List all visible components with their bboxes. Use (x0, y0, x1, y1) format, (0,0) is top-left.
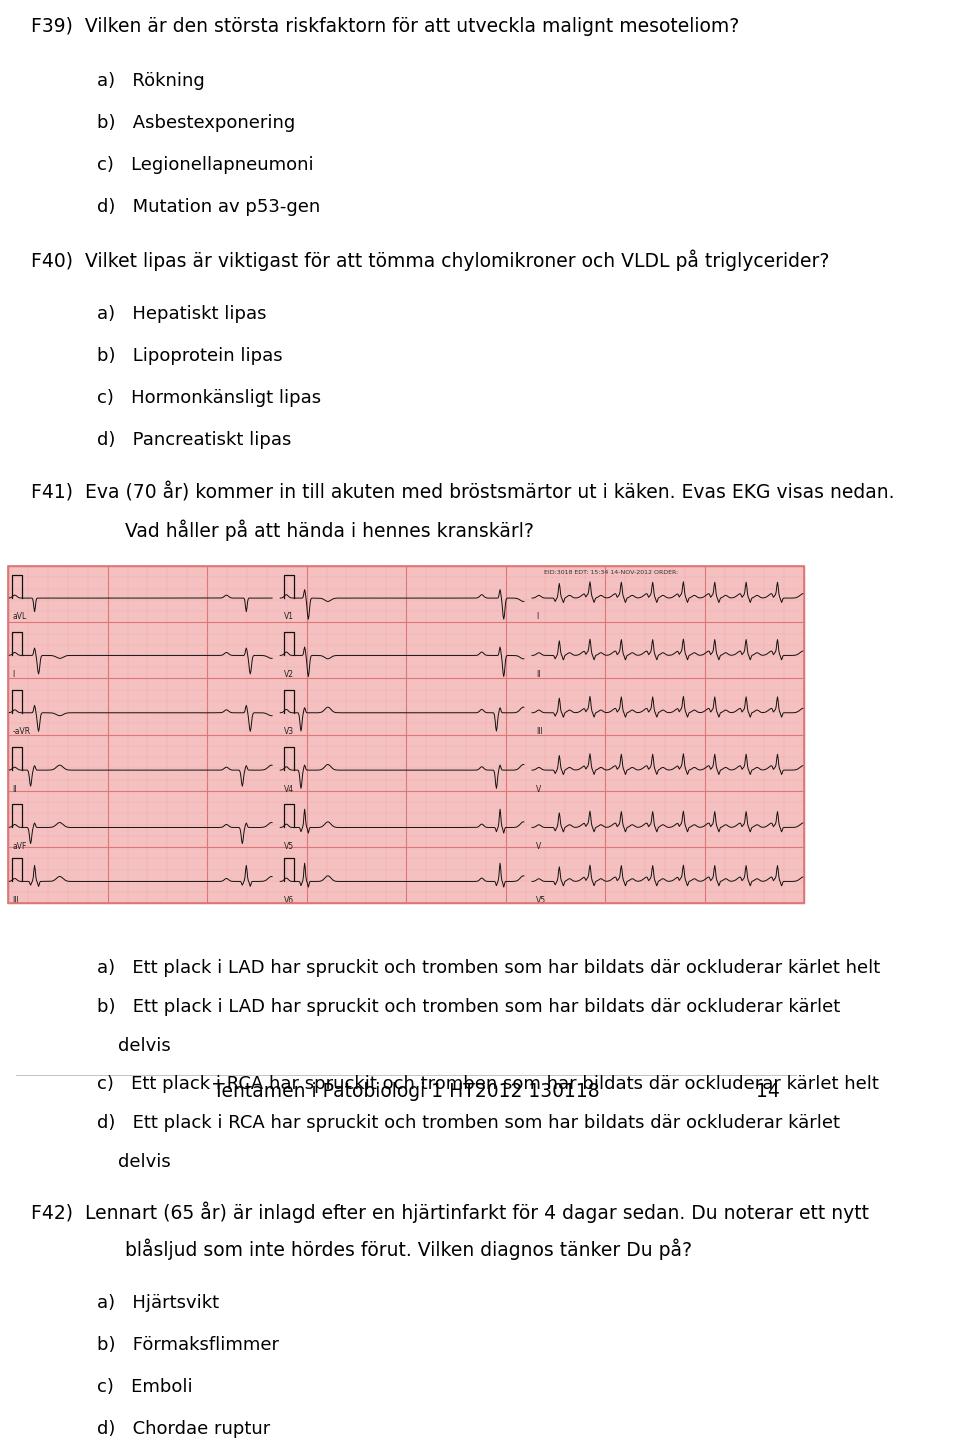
Text: d)   Chordae ruptur: d) Chordae ruptur (98, 1419, 271, 1438)
Text: V2: V2 (284, 670, 295, 679)
Bar (8, 567, 804, 903)
Text: V: V (536, 785, 541, 794)
Text: F41)  Eva (70 år) kommer in till akuten med bröstsmärtor ut i käken. Evas EKG vi: F41) Eva (70 år) kommer in till akuten m… (31, 482, 895, 502)
Text: 14: 14 (756, 1081, 780, 1100)
Text: V3: V3 (284, 728, 295, 736)
Text: c)   Hormonkänsligt lipas: c) Hormonkänsligt lipas (98, 388, 322, 407)
Text: V: V (536, 841, 541, 851)
Text: a)   Hjärtsvikt: a) Hjärtsvikt (98, 1294, 220, 1313)
Bar (8, 567, 804, 903)
Text: b)   Asbestexponering: b) Asbestexponering (98, 114, 296, 132)
Text: III: III (536, 728, 542, 736)
Text: delvis: delvis (118, 1153, 171, 1171)
Text: aVF: aVF (12, 841, 27, 851)
Text: b)   Lipoprotein lipas: b) Lipoprotein lipas (98, 347, 283, 365)
Text: a)   Hepatiskt lipas: a) Hepatiskt lipas (98, 305, 267, 324)
Text: c)   Legionellapneumoni: c) Legionellapneumoni (98, 155, 314, 174)
Text: I: I (12, 670, 14, 679)
Text: d)   Pancreatiskt lipas: d) Pancreatiskt lipas (98, 430, 292, 449)
Text: c)   Ett plack i RCA har spruckit och tromben som har bildats där ockluderar kär: c) Ett plack i RCA har spruckit och trom… (98, 1076, 879, 1093)
Text: V4: V4 (284, 785, 295, 794)
Text: delvis: delvis (118, 1037, 171, 1054)
Text: aVL: aVL (12, 613, 27, 621)
Text: I: I (536, 613, 539, 621)
Text: -aVR: -aVR (12, 728, 31, 736)
Text: V6: V6 (284, 896, 295, 905)
Text: c)   Emboli: c) Emboli (98, 1378, 193, 1396)
Text: V5: V5 (284, 841, 295, 851)
Text: Tentamen i Patobiologi 1 HT2012 130118: Tentamen i Patobiologi 1 HT2012 130118 (213, 1081, 599, 1100)
Text: d)   Ett plack i RCA har spruckit och tromben som har bildats där ockluderar kär: d) Ett plack i RCA har spruckit och trom… (98, 1114, 840, 1132)
Text: b)   Ett plack i LAD har spruckit och tromben som har bildats där ockluderar kär: b) Ett plack i LAD har spruckit och trom… (98, 998, 841, 1015)
Text: II: II (536, 670, 540, 679)
Text: blåsljud som inte hördes förut. Vilken diagnos tänker Du på?: blåsljud som inte hördes förut. Vilken d… (89, 1238, 692, 1260)
Text: V5: V5 (536, 896, 546, 905)
Text: F40)  Vilket lipas är viktigast för att tömma chylomikroner och VLDL på triglyce: F40) Vilket lipas är viktigast för att t… (31, 250, 829, 270)
Text: d)   Mutation av p53-gen: d) Mutation av p53-gen (98, 198, 321, 216)
Text: V1: V1 (284, 613, 295, 621)
Text: Vad håller på att hända i hennes kranskärl?: Vad håller på att hända i hennes kranskä… (89, 519, 534, 541)
Text: EID:3018 EDT: 15:34 14-NOV-2012 ORDER:: EID:3018 EDT: 15:34 14-NOV-2012 ORDER: (544, 571, 679, 575)
Text: a)   Rökning: a) Rökning (98, 72, 205, 91)
Text: F42)  Lennart (65 år) är inlagd efter en hjärtinfarkt för 4 dagar sedan. Du note: F42) Lennart (65 år) är inlagd efter en … (31, 1201, 869, 1222)
Text: b)   Förmaksflimmer: b) Förmaksflimmer (98, 1336, 279, 1355)
Text: II: II (12, 785, 16, 794)
Text: III: III (12, 896, 19, 905)
Text: F39)  Vilken är den största riskfaktorn för att utveckla malignt mesoteliom?: F39) Vilken är den största riskfaktorn f… (31, 17, 739, 36)
Text: a)   Ett plack i LAD har spruckit och tromben som har bildats där ockluderar kär: a) Ett plack i LAD har spruckit och trom… (98, 959, 880, 976)
